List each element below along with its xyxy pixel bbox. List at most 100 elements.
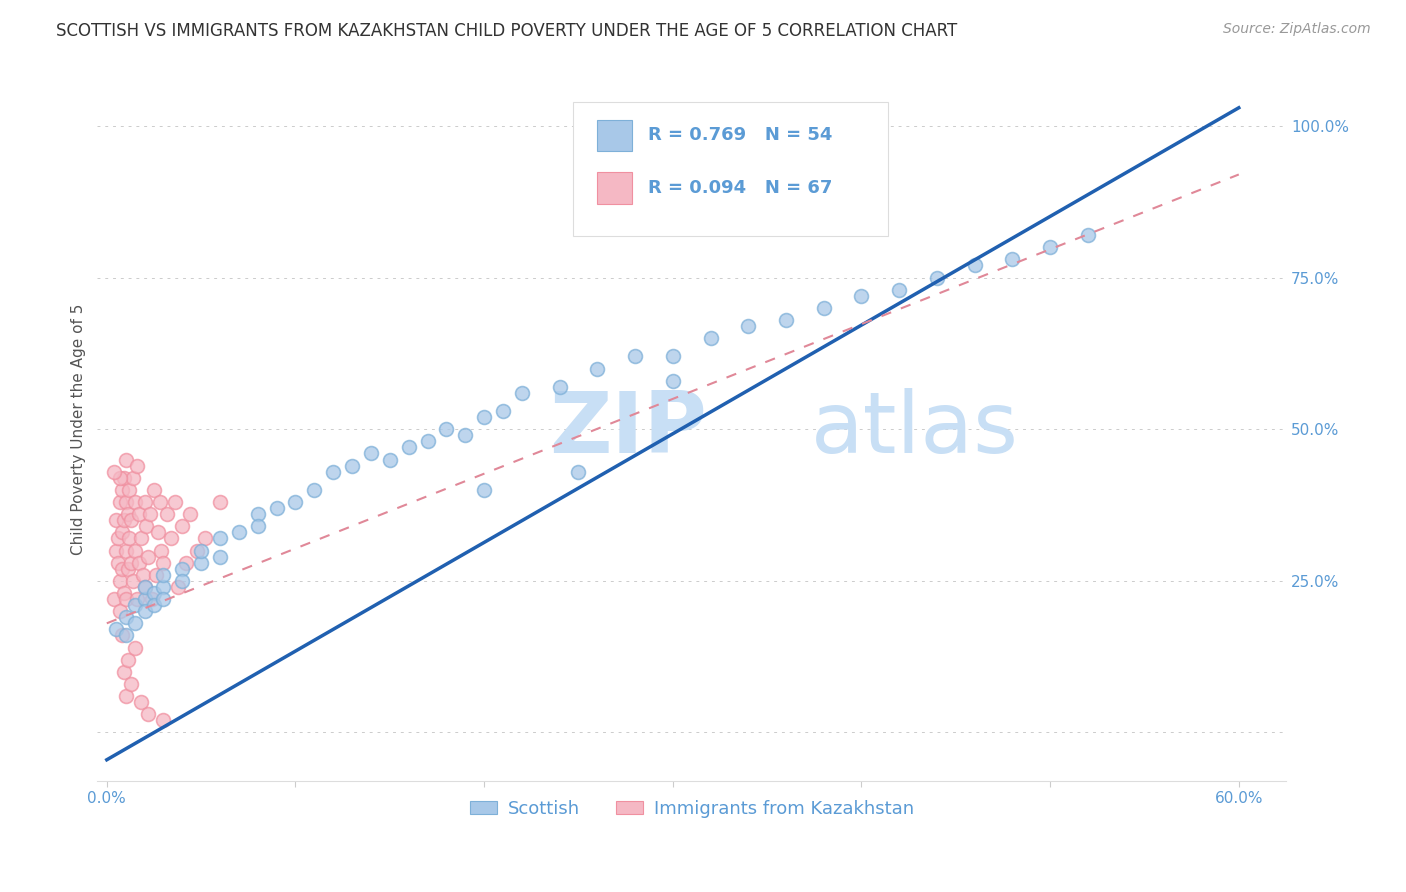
Point [360, 446, 382, 460]
Point [186, 543, 208, 558]
Point [111, 483, 134, 497]
Text: R = 0.769   N = 54: R = 0.769 N = 54 [648, 126, 832, 145]
Point [142, 598, 165, 612]
Point [128, 556, 150, 570]
Point [208, 532, 231, 546]
Point [108, 604, 131, 618]
Point [889, 283, 911, 297]
Point [111, 562, 134, 576]
Point [134, 604, 156, 618]
Point [107, 556, 129, 570]
Point [152, 580, 174, 594]
Point [925, 270, 948, 285]
Point [117, 507, 139, 521]
Point [114, 452, 136, 467]
Point [114, 689, 136, 703]
Point [208, 549, 231, 564]
Point [156, 507, 179, 521]
Point [108, 574, 131, 588]
Point [103, 465, 125, 479]
Point [340, 458, 363, 473]
Point [124, 616, 146, 631]
Point [124, 640, 146, 655]
Point [124, 543, 146, 558]
Text: SCOTTISH VS IMMIGRANTS FROM KAZAKHSTAN CHILD POVERTY UNDER THE AGE OF 5 CORRELAT: SCOTTISH VS IMMIGRANTS FROM KAZAKHSTAN C… [56, 22, 957, 40]
Point [228, 525, 250, 540]
Point [152, 714, 174, 728]
Bar [596, 172, 633, 204]
Point [163, 495, 186, 509]
Point [124, 495, 146, 509]
Point [190, 543, 212, 558]
Point [114, 628, 136, 642]
Point [105, 623, 128, 637]
Point [108, 471, 131, 485]
Point [134, 580, 156, 594]
Point [737, 319, 759, 334]
Point [125, 592, 148, 607]
Point [172, 562, 194, 576]
Point [142, 483, 165, 497]
Point [1001, 252, 1024, 267]
Bar [596, 120, 633, 152]
Point [108, 495, 131, 509]
Point [141, 592, 163, 607]
Point [472, 483, 495, 497]
Point [152, 592, 174, 607]
Point [174, 556, 197, 570]
Point [454, 428, 477, 442]
Point [246, 507, 269, 521]
Point [149, 495, 172, 509]
Point [152, 556, 174, 570]
Point [586, 361, 609, 376]
Point [114, 543, 136, 558]
Point [112, 665, 135, 679]
Point [194, 532, 217, 546]
Point [114, 495, 136, 509]
Point [304, 483, 326, 497]
Point [662, 350, 685, 364]
Text: ZIP: ZIP [548, 388, 707, 471]
Point [548, 380, 571, 394]
Point [128, 507, 150, 521]
Point [190, 556, 212, 570]
Point [112, 471, 135, 485]
Point [124, 598, 146, 612]
Point [145, 567, 167, 582]
Point [434, 422, 457, 436]
Point [963, 259, 986, 273]
Point [662, 374, 685, 388]
Point [117, 562, 139, 576]
Point [246, 519, 269, 533]
Point [122, 471, 145, 485]
Point [111, 525, 134, 540]
Point [1039, 240, 1062, 254]
Text: atlas: atlas [810, 388, 1018, 471]
Point [567, 465, 589, 479]
Point [775, 313, 797, 327]
Point [152, 567, 174, 582]
FancyBboxPatch shape [572, 102, 887, 235]
Point [142, 586, 165, 600]
Point [208, 495, 231, 509]
Point [851, 289, 873, 303]
Point [624, 350, 647, 364]
Point [150, 543, 173, 558]
Point [112, 513, 135, 527]
Point [105, 513, 128, 527]
Point [135, 519, 157, 533]
Point [118, 532, 141, 546]
Point [118, 483, 141, 497]
Point [167, 580, 190, 594]
Point [131, 567, 153, 582]
Point [284, 495, 307, 509]
Point [125, 458, 148, 473]
Point [160, 532, 183, 546]
Point [112, 586, 135, 600]
Point [107, 532, 129, 546]
Point [129, 695, 152, 709]
Point [1077, 228, 1099, 243]
Point [492, 404, 515, 418]
Point [120, 556, 142, 570]
Point [510, 385, 533, 400]
